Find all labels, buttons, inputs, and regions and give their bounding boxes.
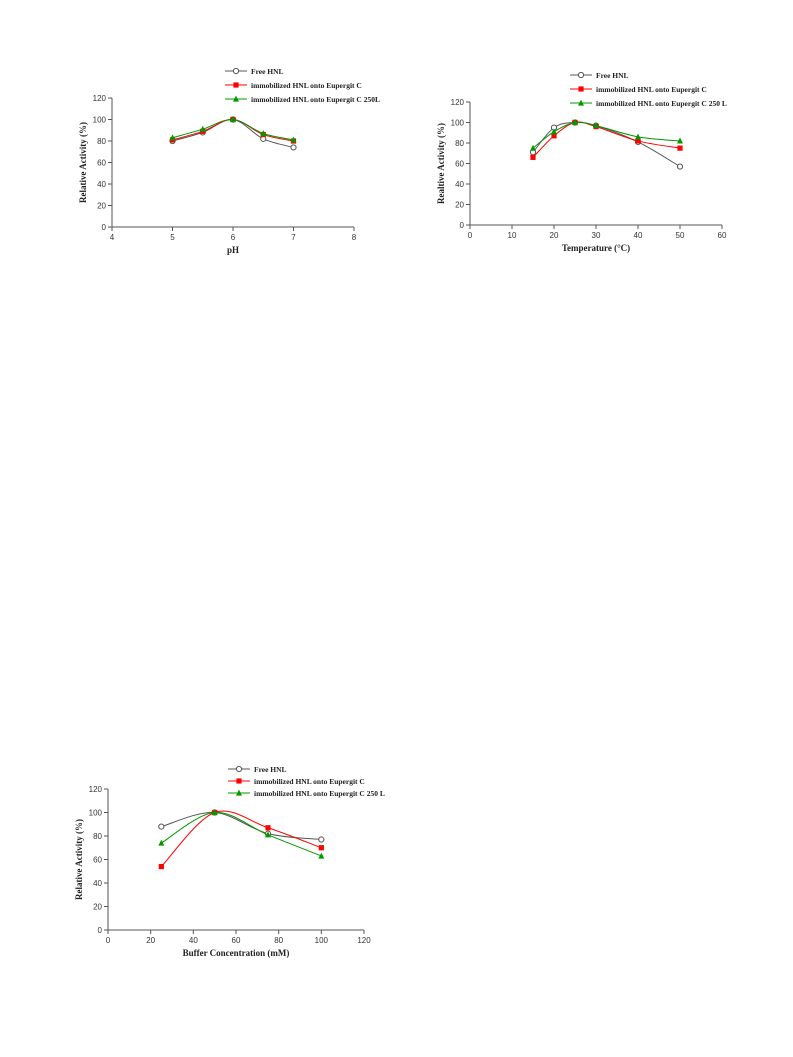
y-tick-label: 80 <box>93 832 102 841</box>
y-tick-label: 40 <box>93 879 102 888</box>
legend-label: immobilized HNL onto Eupergit C <box>596 85 707 94</box>
x-tick-label: 8 <box>352 233 357 242</box>
series-line-0 <box>172 118 294 148</box>
legend-marker <box>233 82 239 88</box>
series-line-2 <box>161 811 322 857</box>
data-point-2 <box>158 839 165 846</box>
legend-label: Free HNL <box>251 67 284 76</box>
legend-marker <box>232 67 240 75</box>
legend-marker <box>578 99 584 106</box>
data-point-2 <box>318 852 325 859</box>
data-point-1 <box>635 138 641 144</box>
legend-marker <box>236 789 242 796</box>
data-point-2 <box>260 130 267 137</box>
x-tick-label: 40 <box>189 936 198 945</box>
data-point-1 <box>677 145 683 151</box>
x-tick-label: 80 <box>274 936 283 945</box>
x-tick-label: 50 <box>676 231 685 240</box>
y-axis-label: Relative Activity (%) <box>74 819 84 900</box>
legend-label: immobilized HNL onto Eupergit C <box>251 81 362 90</box>
data-point-2 <box>211 809 218 816</box>
series-line-0 <box>161 811 322 841</box>
x-axis-label: Temperature (°C) <box>562 243 630 253</box>
y-tick-label: 100 <box>89 809 103 818</box>
data-point-2 <box>677 137 683 144</box>
legend-marker <box>236 778 242 784</box>
x-tick-label: 10 <box>508 231 517 240</box>
data-point-2 <box>530 144 536 151</box>
x-tick-label: 20 <box>146 936 155 945</box>
legend-label: immobilized HNL onto Eupergit C 250 L <box>254 789 385 798</box>
y-tick-label: 60 <box>97 159 106 168</box>
y-tick-label: 20 <box>455 201 464 210</box>
series-line-1 <box>172 118 294 142</box>
data-point-0 <box>318 836 325 843</box>
data-point-0 <box>290 144 297 151</box>
y-axis-label: Relative Activity (%) <box>78 122 88 203</box>
data-point-2 <box>593 122 599 129</box>
data-point-1 <box>265 825 271 831</box>
legend-marker <box>578 86 584 92</box>
series-line-1 <box>160 810 322 867</box>
buffer-concentration-chart: 0 20 40 60 80 100 120 0 20 40 60 80 100 120 Buffer Con… <box>74 765 385 958</box>
data-point-0 <box>676 163 684 170</box>
x-axis-label: pH <box>227 245 239 255</box>
legend-marker <box>577 71 585 79</box>
x-tick-label: 7 <box>291 233 296 242</box>
x-tick-label: 6 <box>231 233 236 242</box>
x-axis-label: Buffer Concentration (mM) <box>183 948 290 958</box>
y-tick-label: 80 <box>97 137 106 146</box>
data-point-2 <box>230 116 236 123</box>
data-point-2 <box>572 119 578 126</box>
data-point-2 <box>169 134 176 141</box>
x-tick-label: 40 <box>634 231 643 240</box>
data-point-1 <box>318 845 324 851</box>
legend-label: immobilized HNL onto Eupergit C <box>254 777 365 786</box>
legend-label: Free HNL <box>254 765 287 774</box>
y-tick-label: 100 <box>451 119 465 128</box>
x-tick-label: 30 <box>592 231 601 240</box>
y-tick-label: 40 <box>455 180 464 189</box>
y-tick-label: 0 <box>98 926 103 935</box>
y-tick-label: 120 <box>93 94 107 103</box>
y-tick-label: 120 <box>451 98 465 107</box>
y-tick-label: 120 <box>89 785 103 794</box>
data-point-2 <box>551 128 557 135</box>
y-tick-label: 60 <box>93 856 102 865</box>
x-tick-label: 100 <box>315 936 329 945</box>
data-point-2 <box>199 125 206 132</box>
legend-marker <box>235 765 243 773</box>
data-point-2 <box>265 831 271 838</box>
legend-marker <box>233 95 239 102</box>
data-point-0 <box>158 823 165 830</box>
data-point-2 <box>290 136 297 143</box>
x-tick-label: 0 <box>106 936 111 945</box>
y-tick-label: 80 <box>455 139 464 148</box>
y-tick-label: 0 <box>102 223 107 232</box>
y-tick-label: 40 <box>97 180 106 189</box>
y-tick-label: 0 <box>460 221 465 230</box>
y-tick-label: 100 <box>93 116 107 125</box>
y-tick-label: 20 <box>97 202 106 211</box>
ph-chart: 0 20 40 60 80 100 120 4 5 6 7 8 pH Relative Activity … <box>78 67 380 255</box>
x-tick-label: 120 <box>357 936 371 945</box>
legend-label: Free HNL <box>596 71 629 80</box>
data-point-1 <box>158 863 164 870</box>
data-point-1 <box>551 133 557 139</box>
data-point-2 <box>635 133 641 140</box>
y-tick-label: 60 <box>455 160 464 169</box>
temperature-chart: 0 20 40 60 80 100 120 0 10 20 30 40 50 60 Temperature … <box>436 71 727 253</box>
legend-label: immobilized HNL onto Eupergit C 250 L <box>596 99 727 108</box>
x-tick-label: 20 <box>550 231 559 240</box>
x-tick-label: 4 <box>110 233 115 242</box>
x-tick-label: 60 <box>232 936 241 945</box>
y-tick-label: 20 <box>93 903 102 912</box>
x-tick-label: 0 <box>468 231 473 240</box>
y-axis-label: Realtive Activity (%) <box>436 123 446 204</box>
data-point-1 <box>530 154 536 160</box>
legend-label: immobilized HNL onto Eupergit C 250L <box>251 95 380 104</box>
x-tick-label: 60 <box>718 231 727 240</box>
x-tick-label: 5 <box>170 233 175 242</box>
